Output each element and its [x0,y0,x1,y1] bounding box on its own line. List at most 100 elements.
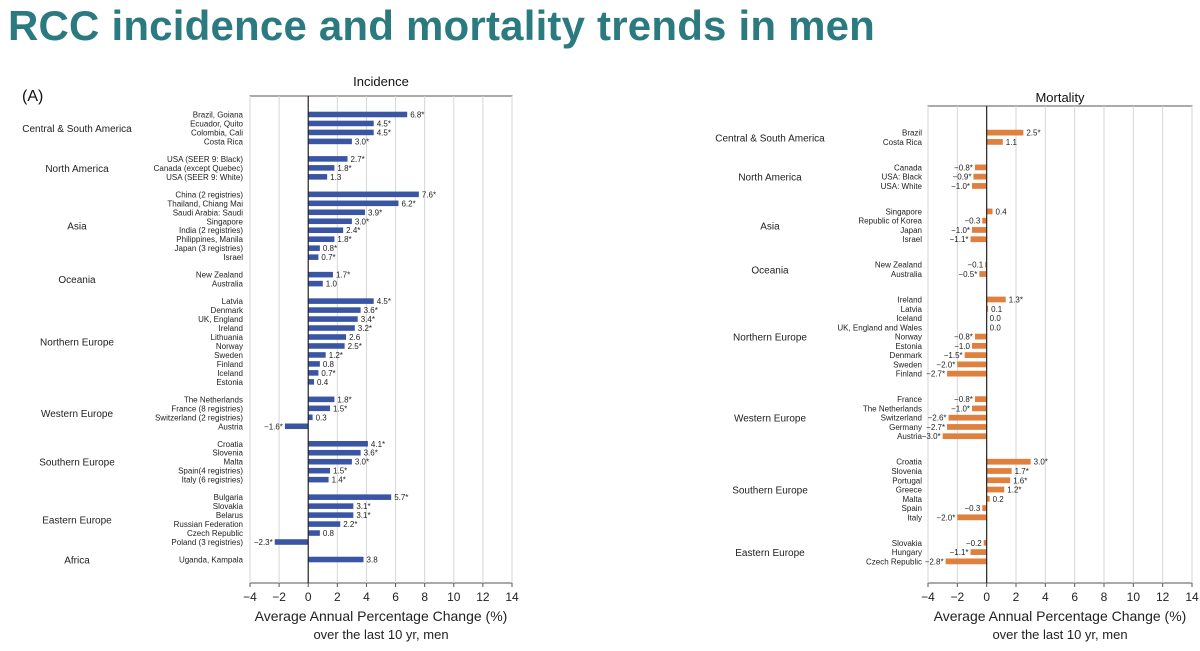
bar-category-label: Saudi Arabia: Saudi [173,208,243,217]
bar [983,539,987,546]
bar-value-label: −0.8* [954,395,973,404]
bar-value-label: 0.2 [993,495,1005,504]
bar-category-label: Lithuania [211,333,244,342]
bar-value-label: −3.0* [922,432,941,441]
bar [957,514,987,521]
x-axis-label-2: over the last 10 yr, men [992,627,1127,642]
x-tick-label: 8 [421,590,428,604]
bar-category-label: Israel [223,253,243,262]
bar [308,156,348,162]
bar-value-label: −0.3 [964,504,980,513]
bar-value-label: 4.5* [377,119,391,128]
bar-value-label: 1.8* [337,164,351,173]
bar-category-label: Croatia [217,440,243,449]
bar-category-label: Estonia [895,342,922,351]
bar [308,361,320,367]
bar [308,209,365,216]
bar-category-label: UK, England [198,315,243,324]
bar [947,424,987,430]
group-label: North America [738,173,802,184]
bar [308,245,320,251]
bar-value-label: 3.1* [356,502,370,511]
bar [308,556,364,563]
bar [308,316,358,322]
bar [986,486,1005,493]
mortality-chart: Mortality Brazil 2.5* Costa Rica 1.1 Central … [715,90,1199,642]
bar-value-label: 0.0 [990,314,1002,323]
bar-category-label: Canada (except Quebec) [154,164,244,173]
bar [942,433,987,440]
bar-value-label: 2.2* [343,520,357,529]
bar [308,521,341,527]
bar-category-label: New Zealand [875,261,922,270]
group-label: Western Europe [41,409,114,420]
bar [308,298,374,304]
bar [986,208,993,215]
bar [308,396,335,403]
bar-value-label: 6.8* [410,110,424,119]
bar [308,476,329,483]
bar [974,396,987,403]
bar-category-label: Spain(4 registries) [178,467,243,476]
bar-value-label: −2.0* [936,360,955,369]
bar [308,254,319,260]
group-label: Central & South America [715,133,825,144]
bar-value-label: 2.7* [351,155,365,164]
group-label: Northern Europe [40,337,114,348]
bar-category-label: Singapore [207,217,244,226]
x-tick-label: −2 [950,590,964,604]
bar-category-label: Austria [897,432,922,441]
bar [986,129,1024,136]
bar [945,558,987,565]
bar-value-label: 0.4 [317,378,329,387]
bar-category-label: Italy (6 registries) [182,476,244,485]
bar [284,423,309,430]
bar [308,307,361,313]
bar-value-label: −0.5* [958,270,977,279]
bar-value-label: 3.1* [356,511,370,520]
bar-value-label: 1.7* [336,271,350,280]
bar-category-label: Israel [902,235,922,244]
bar [308,227,344,234]
bar-value-label: 3.0* [1034,458,1048,467]
bar-value-label: 1.2* [329,351,343,360]
bar [986,305,989,312]
bar-value-label: 1.8* [337,395,351,404]
bar-value-label: −0.8* [954,333,973,342]
bar-category-label: Denmark [211,306,244,315]
bar-category-label: Finland [217,360,243,369]
bar-value-label: 3.6* [364,449,378,458]
bar-value-label: 3.8 [367,556,379,565]
bar-value-label: −2.7* [926,423,945,432]
bar-category-label: Malta [223,458,243,467]
group-label: Oceania [58,275,96,286]
chart-title: Mortality [1035,90,1085,105]
x-tick-label: 14 [505,590,519,604]
bar-value-label: 3.0* [355,217,369,226]
bar-value-label: 0.8 [323,360,335,369]
group-label: Northern Europe [733,333,807,344]
group-label: Southern Europe [39,458,115,469]
bar-category-label: Slovenia [212,449,243,458]
bar-value-label: 1.7* [1015,467,1029,476]
panel-tag: (A) [22,88,44,105]
bar [308,440,368,447]
bar-category-label: France (8 registries) [171,404,243,413]
bar-value-label: 0.0 [990,323,1002,332]
bar [308,414,313,421]
bar-category-label: Switzerland [881,414,922,423]
bar [986,495,990,502]
bar-value-label: −2.7* [926,370,945,379]
bar-category-label: Czech Republic [866,557,922,566]
bar-category-label: USA: White [881,182,923,191]
bar-value-label: 3.9* [368,208,382,217]
bar-category-label: Greece [896,486,923,495]
bar [308,343,345,349]
bar [973,173,987,180]
bar-category-label: Norway [895,333,922,342]
bar [308,530,320,536]
bar [974,164,987,171]
bar [982,217,987,224]
bar-category-label: Iceland [896,314,922,323]
bar-category-label: Italy [907,513,922,522]
